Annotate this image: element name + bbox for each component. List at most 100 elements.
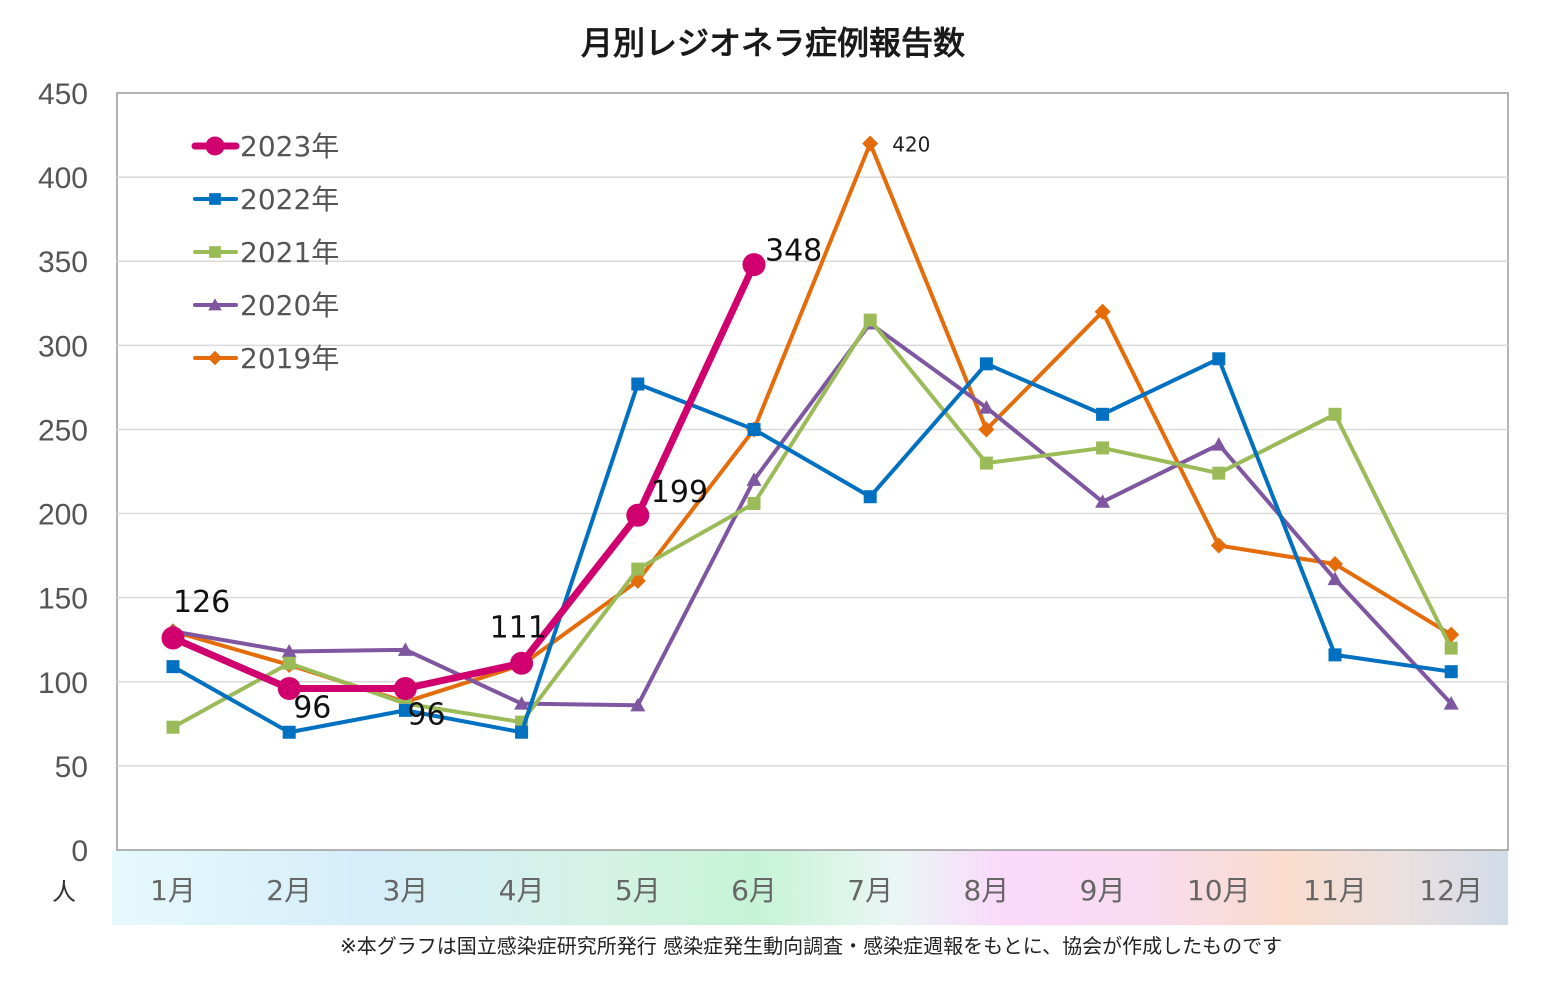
data-point (515, 725, 529, 739)
legend-label: 2020年 (240, 289, 339, 322)
y-unit-label: 人 (52, 878, 76, 906)
data-point (1212, 352, 1226, 366)
legend: 2023年 2022年 2021年 2020年 2019年 (191, 130, 339, 375)
data-point (1328, 407, 1342, 421)
data-point (747, 422, 761, 436)
legend-marker (209, 246, 221, 258)
data-point (1096, 441, 1110, 455)
y-tick-label: 150 (38, 583, 88, 616)
data-point (1444, 641, 1458, 655)
legend-label: 2019年 (240, 342, 339, 375)
series-2023年 (161, 253, 766, 701)
gridlines (117, 176, 1508, 767)
legend-marker (208, 298, 222, 311)
x-tick-label: 11月 (1303, 874, 1367, 907)
x-tick-label: 2月 (266, 874, 312, 907)
chart-title: 月別レジオネラ症例報告数 (580, 24, 965, 62)
legend-item: 2020年 (193, 289, 339, 322)
series-line (171, 356, 1454, 735)
data-point (631, 377, 645, 391)
series-2019年 (165, 135, 1460, 710)
y-tick-label: 50 (55, 751, 88, 784)
data-point (979, 456, 993, 470)
data-point (398, 703, 412, 717)
legend-marker (207, 350, 223, 366)
data-point (978, 421, 995, 438)
data-label: 420 (892, 132, 930, 156)
data-label: 96 (293, 691, 331, 726)
data-point (631, 562, 645, 576)
series-2021年 (166, 313, 1458, 734)
data-label: 111 (490, 610, 547, 645)
legend-item: 2023年 (191, 130, 339, 163)
legend-marker (209, 193, 221, 205)
x-tick-label: 12月 (1419, 874, 1483, 907)
data-point (1327, 571, 1343, 586)
y-tick-label: 300 (38, 330, 88, 363)
data-point (514, 696, 530, 710)
data-point (393, 677, 417, 701)
data-point (862, 135, 879, 152)
line-chart: 0 50 100 150 200 250 300 350 400 450 1月 2月 3月 4月 5月 6月… (38, 78, 1509, 925)
data-point (863, 313, 877, 327)
data-label: 126 (173, 585, 230, 620)
source-note: ※本グラフは国立感染症研究所発行 感染症発生動向調査・感染症週報をもとに、協会が… (340, 934, 1283, 958)
x-tick-label: 9月 (1080, 874, 1126, 907)
data-label: 199 (651, 475, 708, 510)
x-tick-label: 5月 (615, 874, 661, 907)
legend-item: 2021年 (193, 236, 339, 269)
series-line (171, 321, 1454, 708)
y-tick-label: 450 (38, 78, 88, 111)
data-labels: 126 96 96 111 199 348 420 (173, 132, 930, 732)
x-axis-band (112, 850, 1508, 925)
x-tick-label: 10月 (1187, 874, 1251, 907)
legend-item: 2019年 (193, 342, 339, 375)
data-point (281, 643, 297, 658)
data-point (1443, 696, 1459, 710)
data-point (1096, 407, 1110, 421)
data-point (626, 503, 650, 527)
data-point (277, 677, 301, 701)
series-layer (161, 135, 1460, 739)
y-tick-label: 250 (38, 414, 88, 447)
data-point (1095, 494, 1111, 508)
x-tick-label: 8月 (963, 874, 1009, 907)
y-tick-label: 100 (38, 667, 88, 700)
x-axis-ticks: 1月 2月 3月 4月 5月 6月 7月 8月 9月 10月 11月 12月 (150, 874, 1483, 907)
data-point (863, 490, 877, 504)
series-line (171, 318, 1454, 730)
data-point (979, 357, 993, 371)
data-point (282, 656, 296, 670)
x-tick-label: 1月 (150, 874, 196, 907)
data-point (978, 400, 994, 414)
y-tick-label: 400 (38, 162, 88, 195)
x-tick-label: 3月 (382, 874, 428, 907)
data-label: 348 (765, 234, 822, 269)
data-point (161, 626, 185, 650)
data-point (1328, 648, 1342, 662)
data-point (742, 253, 766, 277)
data-point (166, 660, 180, 674)
y-axis-ticks: 0 50 100 150 200 250 300 350 400 450 (38, 78, 88, 868)
data-point (510, 651, 534, 675)
legend-label: 2023年 (240, 130, 339, 163)
data-point (166, 720, 180, 734)
data-point (282, 725, 296, 739)
data-point (1210, 537, 1227, 554)
series-line (171, 141, 1454, 704)
x-tick-label: 4月 (499, 874, 545, 907)
legend-item: 2022年 (193, 183, 339, 216)
data-point (1094, 303, 1111, 320)
y-tick-label: 200 (38, 499, 88, 532)
data-point (397, 642, 413, 656)
data-point (1212, 466, 1226, 480)
data-point (747, 496, 761, 510)
data-point (630, 697, 646, 712)
series-2022年 (166, 352, 1458, 739)
data-point (1327, 556, 1343, 573)
data-point (746, 472, 762, 486)
y-tick-label: 350 (38, 246, 88, 279)
legend-marker (205, 136, 225, 156)
series-line (169, 261, 758, 693)
plot-area (116, 92, 1509, 851)
